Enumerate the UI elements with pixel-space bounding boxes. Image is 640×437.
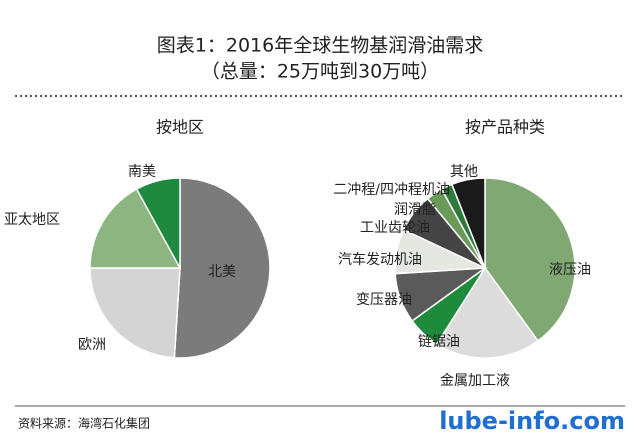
slice-label: 亚太地区	[4, 212, 60, 228]
slice-label: 汽车发动机油	[338, 251, 422, 268]
slice-label: 变压器油	[356, 292, 412, 308]
pie-slice	[450, 177, 486, 269]
slice-label: 欧洲	[78, 337, 106, 353]
title: 图表1：2016年全球生物基润滑油需求	[157, 35, 483, 57]
pie-slice	[484, 177, 576, 342]
slice-label: 链锯油	[418, 334, 460, 350]
slice-label: 润滑脂	[394, 201, 436, 218]
pie-slice	[435, 266, 539, 359]
pie-slice	[135, 177, 181, 269]
pie-slice	[89, 188, 182, 269]
watermark: lube-info.com	[439, 407, 625, 435]
slice-label: 北美	[208, 264, 236, 280]
pie-slice	[89, 267, 181, 359]
slice-label: 其他	[450, 164, 478, 180]
slice-label: 液压油	[549, 262, 591, 278]
pie-slice	[173, 177, 271, 359]
slice-label: 工业齿轮油	[360, 220, 430, 236]
pie-title: 按地区	[156, 118, 204, 137]
slice-label: 二冲程/四冲程机油	[333, 182, 450, 198]
subtitle: （总量：25万吨到30万吨）	[201, 61, 439, 83]
pie-title: 按产品种类	[465, 118, 545, 137]
slice-label: 南美	[128, 164, 156, 180]
slice-label: 金属加工液	[440, 373, 510, 389]
source: 资料来源：海湾石化集团	[18, 416, 150, 431]
